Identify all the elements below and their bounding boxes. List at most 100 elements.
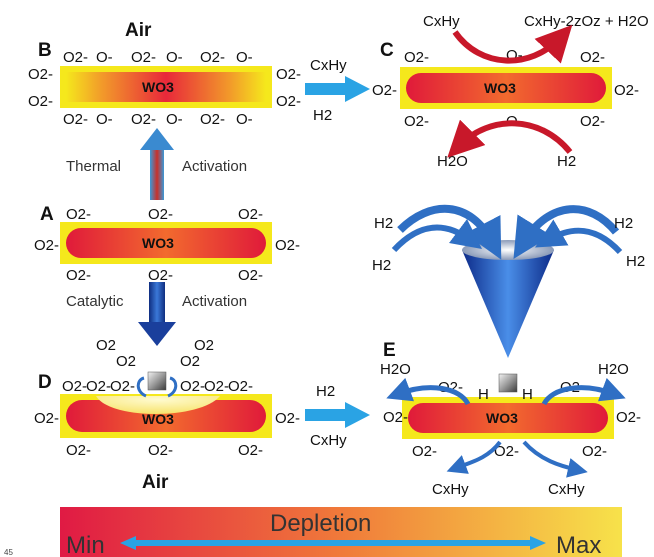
panel-letter: A	[40, 204, 54, 225]
red-curve-arrow	[452, 24, 573, 64]
h2o-label: H2O	[380, 361, 411, 378]
down-arrow-head	[138, 322, 176, 346]
scale-min-label: Min	[66, 532, 105, 557]
ion-label: O2-	[131, 49, 156, 66]
ion-label: O2-	[204, 378, 229, 395]
ion-label: O2-	[582, 443, 607, 460]
h2o-outflow-arrow	[386, 377, 471, 406]
ion-label: O2-	[34, 237, 59, 254]
right-arrow	[305, 76, 370, 102]
scale-gradient	[60, 507, 622, 557]
h2-inflow-arrow	[397, 204, 502, 260]
ion-label: O2-	[372, 82, 397, 99]
catalyst-cube	[147, 371, 167, 391]
ion-label: O-	[166, 111, 183, 128]
ion-label: O2-	[110, 378, 135, 395]
catalyst-cube	[498, 373, 518, 393]
product-outflow-arrow	[522, 440, 588, 478]
ion-label: O2-	[404, 49, 429, 66]
o2-label: O2	[194, 337, 214, 354]
ion-label: O2-	[34, 410, 59, 427]
ion-label: O2-	[148, 442, 173, 459]
ion-label: O2-	[148, 206, 173, 223]
h2-label: H2	[626, 253, 645, 270]
blue-spill-arrow	[167, 376, 178, 398]
o2-label: O2	[96, 337, 116, 354]
thermal-activation-arrow: Thermal Activation	[66, 128, 247, 200]
gas-label: H2	[316, 383, 335, 400]
ion-label: O2-	[276, 66, 301, 83]
ion-label: O2-	[580, 113, 605, 130]
ion-label: O2-	[63, 111, 88, 128]
ion-label: O2-	[275, 410, 300, 427]
h2-label: H2	[614, 215, 633, 232]
cone-top	[462, 240, 554, 260]
gas-label: H2	[313, 107, 332, 124]
ion-label: O2-	[28, 93, 53, 110]
ion-label: O2-	[276, 93, 301, 110]
wo3-core	[408, 403, 608, 433]
ion-label: O2-	[131, 111, 156, 128]
up-arrow-head	[140, 128, 174, 150]
ion-label: O2-	[238, 267, 263, 284]
panel-b: B Air WO3 O2- O- O2- O- O2- O- O2- O- O2…	[28, 20, 301, 128]
ion-label: O2-	[180, 378, 205, 395]
ion-label: O2-	[148, 267, 173, 284]
wo3-label: WO3	[142, 235, 174, 251]
product-label: H2O	[437, 153, 468, 170]
ion-label: O-	[96, 111, 113, 128]
panel-a: A WO3 O2- O2- O2- O2- O2- O2- O2- O2-	[34, 204, 300, 284]
double-arrow	[120, 536, 546, 550]
footnote-number: 45	[4, 548, 13, 557]
h2-label: H2	[374, 215, 393, 232]
top-ions: O2- O- O2- O- O2- O-	[63, 49, 253, 66]
ion-label: O2-	[404, 113, 429, 130]
reactant-label: H2	[557, 153, 576, 170]
red-curve-arrow	[447, 119, 573, 158]
h2-inflow-arrow	[513, 205, 620, 259]
product-label: CxHy	[548, 481, 585, 498]
product-label: CxHy	[432, 481, 469, 498]
panel-letter: C	[380, 40, 394, 61]
wo3-label: WO3	[484, 80, 516, 96]
depletion-dome	[96, 396, 220, 414]
ion-label: O2-	[200, 49, 225, 66]
o2-label: O2	[180, 353, 200, 370]
ion-label: O2-	[66, 442, 91, 459]
ion-label: O-	[166, 49, 183, 66]
ion-label: O-	[236, 49, 253, 66]
wo3-core	[66, 228, 266, 258]
ion-label: O-	[96, 49, 113, 66]
panel-letter: E	[383, 340, 396, 361]
h2o-outflow-arrow	[541, 377, 626, 406]
h2-inflow-arrow	[391, 219, 483, 253]
activation-label: Activation	[182, 293, 247, 310]
product-label: CxHy-2zOz + H2O	[524, 13, 649, 30]
ion-label: O2-	[86, 378, 111, 395]
ion-label: O2-	[238, 206, 263, 223]
h2-label: H2	[372, 257, 391, 274]
h2-inflow-arrow	[535, 219, 623, 255]
wo3-core	[406, 73, 606, 103]
h2o-label: H2O	[598, 361, 629, 378]
activation-label: Activation	[182, 158, 247, 175]
scale-title: Depletion	[270, 510, 371, 537]
ion-label: O2-	[63, 49, 88, 66]
down-arrow-shaft	[149, 282, 165, 324]
panel-e: E H2 H2 H2 H2 WO3 H H O2- O2- O2- O2- O2…	[372, 204, 645, 498]
ion-label: O2-	[616, 409, 641, 426]
catalytic-label: Catalytic	[66, 293, 124, 310]
panel-letter: B	[38, 40, 52, 61]
bottom-ions: O2- O- O2- O- O2- O-	[63, 111, 253, 128]
ion-label: O2-	[66, 267, 91, 284]
ion-label: O2-	[238, 442, 263, 459]
ion-label: O2-	[275, 237, 300, 254]
reactant-label: CxHy	[423, 13, 460, 30]
panel-d: D Air WO3 O2 O2 O2 O2 O2- O2- O2- O2- O2…	[34, 337, 300, 493]
panel-c: C WO3 O2- O- O2- O2- O- O2- O2- O2- CxHy…	[372, 13, 649, 170]
ion-label: O2-	[412, 443, 437, 460]
gas-label: CxHy	[310, 57, 347, 74]
arrow-d-to-e: H2 CxHy	[305, 383, 370, 449]
